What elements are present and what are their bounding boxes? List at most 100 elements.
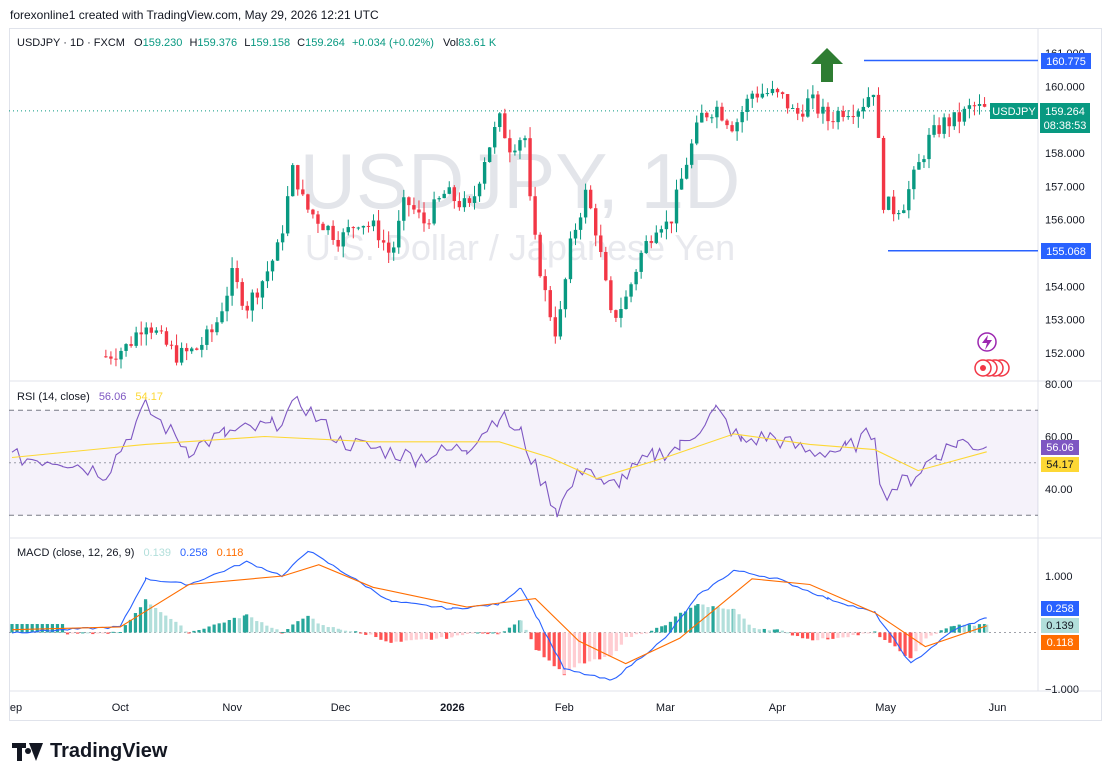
candle[interactable] [169, 340, 174, 350]
candle[interactable] [770, 80, 775, 96]
candle[interactable] [306, 193, 310, 213]
main-legend[interactable]: USDJPY · 1D · FXCM O159.230 H159.376 L15… [17, 37, 497, 49]
candle[interactable] [826, 102, 830, 131]
candle[interactable] [972, 101, 977, 116]
candle[interactable] [836, 106, 840, 130]
candle[interactable] [922, 155, 926, 168]
candle[interactable] [200, 336, 204, 358]
candle[interactable] [513, 144, 517, 156]
candle[interactable] [594, 203, 598, 247]
candle[interactable] [659, 225, 664, 238]
candle[interactable] [498, 112, 502, 132]
candle[interactable] [508, 129, 512, 163]
candle[interactable] [493, 121, 497, 154]
candle[interactable] [225, 286, 229, 322]
candle[interactable] [215, 317, 219, 336]
candle[interactable] [467, 196, 472, 207]
candle[interactable] [780, 91, 785, 99]
macd-legend[interactable]: MACD (close, 12, 26, 9) 0.139 0.258 0.11… [17, 547, 243, 559]
candle[interactable] [341, 228, 345, 258]
candle[interactable] [422, 202, 426, 232]
candle[interactable] [750, 90, 754, 108]
candle[interactable] [159, 325, 164, 334]
candle[interactable] [947, 113, 951, 137]
time-axis-labels[interactable]: ep Oct Nov Dec 2026 Feb Mar Apr May Jun [10, 702, 1007, 714]
candle[interactable] [190, 346, 194, 354]
candle[interactable] [154, 327, 159, 335]
candle[interactable] [967, 98, 972, 119]
candle[interactable] [664, 210, 669, 240]
candle[interactable] [119, 347, 123, 369]
candle[interactable] [538, 232, 542, 278]
candle[interactable] [477, 181, 482, 202]
candle[interactable] [821, 98, 825, 124]
candle[interactable] [331, 220, 335, 245]
candle[interactable] [689, 139, 694, 169]
candle[interactable] [654, 225, 659, 245]
candle[interactable] [846, 110, 850, 120]
candle[interactable] [700, 104, 704, 123]
candle[interactable] [134, 326, 138, 348]
candle[interactable] [897, 210, 901, 220]
candle[interactable] [291, 163, 295, 197]
candle[interactable] [472, 185, 477, 210]
candle[interactable] [705, 111, 709, 122]
candle[interactable] [392, 241, 396, 261]
candle[interactable] [583, 183, 588, 224]
candle[interactable] [861, 98, 866, 119]
candle[interactable] [866, 87, 871, 109]
level-lines[interactable] [864, 59, 1038, 252]
candle[interactable] [856, 108, 861, 128]
candle[interactable] [366, 221, 371, 233]
candle[interactable] [179, 342, 184, 366]
candle[interactable] [402, 189, 406, 231]
candle[interactable] [548, 285, 552, 321]
candle[interactable] [735, 118, 739, 141]
candle[interactable] [952, 112, 956, 130]
candle[interactable] [639, 250, 643, 279]
tradingview-logo[interactable]: TradingView [12, 740, 167, 763]
candle[interactable] [280, 225, 285, 251]
candle[interactable] [210, 324, 214, 342]
candle[interactable] [982, 97, 987, 108]
candle[interactable] [886, 196, 891, 211]
candle[interactable] [806, 89, 810, 118]
candle[interactable] [801, 104, 805, 122]
candle[interactable] [715, 100, 719, 129]
candle[interactable] [720, 102, 724, 122]
candle[interactable] [558, 300, 563, 340]
candle[interactable] [528, 127, 532, 201]
candles[interactable] [104, 80, 987, 369]
candle[interactable] [902, 204, 906, 214]
candle[interactable] [588, 185, 593, 210]
candle[interactable] [381, 229, 386, 251]
candle[interactable] [220, 302, 224, 324]
candle[interactable] [265, 261, 270, 289]
candle[interactable] [139, 321, 143, 346]
candle[interactable] [462, 191, 467, 212]
candle[interactable] [518, 137, 522, 160]
candle[interactable] [361, 225, 366, 235]
candle[interactable] [114, 348, 118, 367]
candle[interactable] [796, 102, 800, 121]
candle[interactable] [573, 223, 578, 246]
candle[interactable] [543, 269, 547, 302]
candle[interactable] [356, 226, 361, 231]
candle[interactable] [568, 231, 573, 284]
candle[interactable] [427, 219, 431, 230]
candle[interactable] [235, 260, 239, 289]
candle[interactable] [599, 224, 603, 258]
candle[interactable] [755, 86, 760, 103]
candle[interactable] [891, 190, 896, 222]
lightning-icon[interactable] [977, 332, 997, 352]
candle[interactable] [275, 239, 280, 261]
candle[interactable] [816, 90, 820, 119]
candle[interactable] [619, 297, 623, 328]
candle[interactable] [442, 190, 446, 199]
price-axis-ticks[interactable]: 161.000160.000159.000158.000157.000156.0… [1045, 48, 1085, 360]
candle[interactable] [740, 105, 744, 133]
candle[interactable] [785, 94, 790, 114]
candle[interactable] [447, 181, 451, 195]
candle[interactable] [321, 221, 325, 231]
